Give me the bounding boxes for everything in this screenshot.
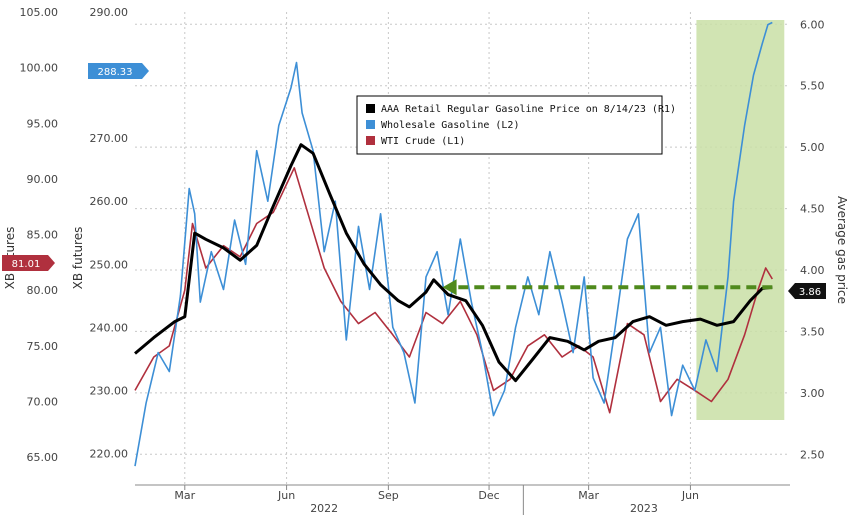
series-line-retail xyxy=(134,143,773,383)
x-axis-ticks: Mar Jun Sep Dec Mar Jun 2022 2023 xyxy=(174,485,699,515)
left-outer-tick-label: 85.00 xyxy=(27,229,59,242)
left-inner-axis-title: XB futures xyxy=(71,227,85,290)
gridlines xyxy=(135,12,790,486)
right-tick-label: 4.00 xyxy=(800,264,825,277)
left-inner-tick-label: 290.00 xyxy=(90,6,129,19)
legend-label-wti: WTI Crude (L1) xyxy=(381,136,465,147)
series-layer xyxy=(134,21,773,467)
left-outer-tick-label: 80.00 xyxy=(27,284,59,297)
x-tick-label: Dec xyxy=(478,489,499,502)
left-inner-tick-label: 250.00 xyxy=(90,258,129,271)
wholesale-value-tag: 288.33 xyxy=(88,63,149,79)
right-tick-label: 2.50 xyxy=(800,448,825,461)
right-tick-label: 5.50 xyxy=(800,80,825,93)
series-line-wholesale xyxy=(134,21,773,467)
x-year-label: 2023 xyxy=(630,502,658,515)
x-tick-label: Mar xyxy=(578,489,599,502)
legend-label-wholesale: Wholesale Gasoline (L2) xyxy=(381,120,519,131)
wholesale-value-text: 288.33 xyxy=(98,67,133,78)
legend-swatch-wti xyxy=(366,136,375,145)
left-outer-tick-label: 75.00 xyxy=(27,340,59,353)
left-inner-tick-label: 220.00 xyxy=(90,447,129,460)
x-tick-label: Sep xyxy=(378,489,399,502)
legend-label-retail: AAA Retail Regular Gasoline Price on 8/1… xyxy=(381,104,676,115)
left-outer-tick-label: 105.00 xyxy=(20,6,59,19)
right-tick-label: 5.00 xyxy=(800,141,825,154)
right-axis-ticks: 6.00 5.50 5.00 4.50 4.00 3.50 3.00 2.50 xyxy=(800,18,825,461)
wti-value-text: 81.01 xyxy=(12,259,41,270)
x-year-label: 2022 xyxy=(310,502,338,515)
retail-value-tag: 3.86 xyxy=(788,283,826,299)
legend: AAA Retail Regular Gasoline Price on 8/1… xyxy=(356,95,676,155)
right-tick-label: 6.00 xyxy=(800,18,825,31)
arrow-head xyxy=(442,279,457,296)
right-tick-label: 3.00 xyxy=(800,387,825,400)
left-outer-tick-label: 100.00 xyxy=(20,62,59,75)
left-outer-tick-label: 95.00 xyxy=(27,117,59,130)
left-inner-tick-label: 240.00 xyxy=(90,321,129,334)
right-tick-label: 3.50 xyxy=(800,325,825,338)
left-inner-tick-label: 270.00 xyxy=(90,132,129,145)
left-inner-tick-label: 230.00 xyxy=(90,384,129,397)
x-tick-label: Jun xyxy=(277,489,295,502)
left-outer-axis-ticks: 105.00 100.00 95.00 90.00 85.00 80.00 75.00 70.… xyxy=(20,6,59,464)
retail-price-arrow xyxy=(442,279,773,296)
left-outer-tick-label: 65.00 xyxy=(27,451,59,464)
legend-swatch-wholesale xyxy=(366,120,375,129)
wti-value-tag: 81.01 xyxy=(2,255,55,271)
left-outer-tick-label: 90.00 xyxy=(27,173,59,186)
right-tick-label: 4.50 xyxy=(800,203,825,216)
left-inner-tick-label: 260.00 xyxy=(90,195,129,208)
right-axis-title: Average gas price xyxy=(835,196,848,304)
x-tick-label: Jun xyxy=(681,489,699,502)
legend-swatch-retail xyxy=(366,104,375,113)
series-line-wti xyxy=(134,167,773,414)
left-outer-tick-label: 70.00 xyxy=(27,396,59,409)
x-tick-label: Mar xyxy=(174,489,195,502)
highlight-region xyxy=(696,20,785,420)
retail-value-text: 3.86 xyxy=(799,287,821,298)
